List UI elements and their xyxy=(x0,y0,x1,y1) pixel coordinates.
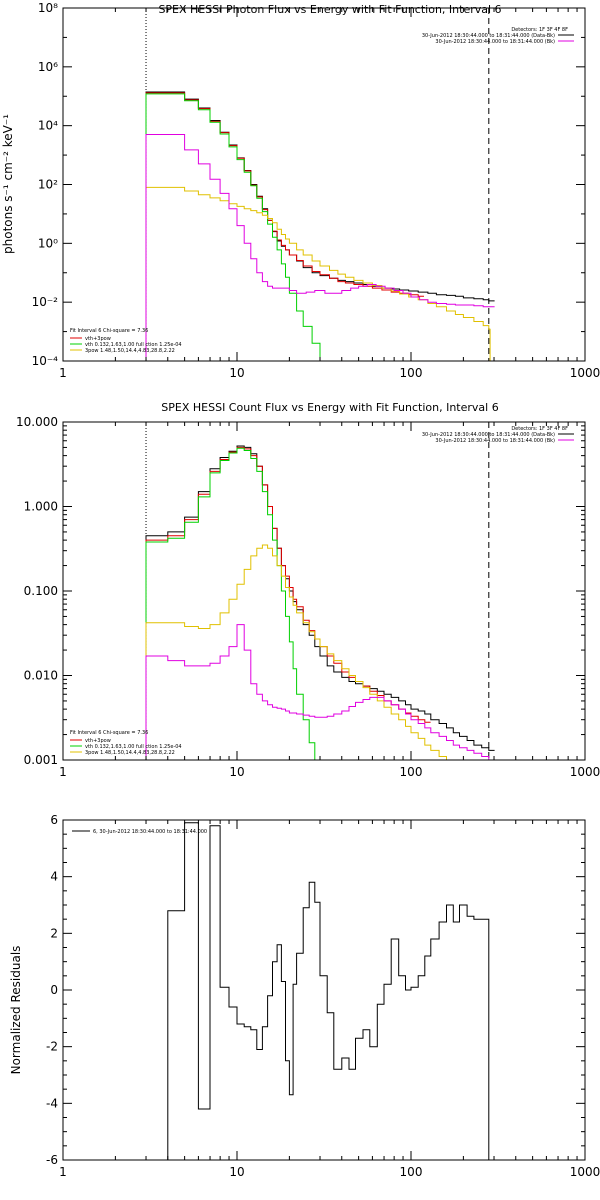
axis-ticks: 1 10 100 1000 0.001 0.010 0.100 1.000 10.000 xyxy=(16,415,600,779)
plot-frame xyxy=(62,819,586,1161)
y-tick-label: -6 xyxy=(46,1153,58,1167)
x-tick-label: 10 xyxy=(229,366,244,380)
series-layer xyxy=(145,422,495,761)
x-tick-label: 100 xyxy=(400,765,423,779)
legend-entry: 6, 30-Jun-2012 18:30:44.000 to 18:31:44.… xyxy=(93,829,207,835)
legend-header: Detectors: 1F 3F 4F 8F xyxy=(511,27,568,33)
axis-ticks: 1 10 100 1000 -6 -4 -2 0 2 4 6 xyxy=(46,813,600,1179)
y-tick-label: 6 xyxy=(50,813,58,827)
legend-header: Fit Interval 6 Chi-square = 7.36 xyxy=(70,730,148,736)
axis-ticks: 1 10 100 1000 10⁻⁴ 10⁻² 10⁰ 10² 10⁴ 10⁶ 10⁸ xyxy=(32,1,600,380)
y-tick-label: 0.001 xyxy=(24,753,58,767)
data-series xyxy=(145,92,424,361)
y-tick-label: 10⁰ xyxy=(38,236,58,250)
legend-top-left: 6, 30-Jun-2012 18:30:44.000 to 18:31:44.… xyxy=(72,829,207,835)
x-tick-label: 1 xyxy=(59,765,67,779)
y-tick-label: 10⁻² xyxy=(32,295,59,309)
chart-title: SPEX HESSI Photon Flux vs Energy with Fi… xyxy=(158,3,501,16)
series-layer xyxy=(145,8,496,362)
x-tick-label: 1000 xyxy=(570,1165,600,1179)
legend-entry: 30-Jun-2012 18:30:44.000 to 18:31:44.000… xyxy=(422,432,555,438)
legend-entry: 30-Jun-2012 18:30:44.000 to 18:31:44.000… xyxy=(422,33,555,39)
x-tick-label: 10 xyxy=(229,1165,244,1179)
x-tick-label: 1000 xyxy=(570,366,600,380)
legend-top-right: Detectors: 1F 3F 4F 8F 30-Jun-2012 18:30… xyxy=(422,27,574,45)
y-tick-label: 1.000 xyxy=(24,500,58,514)
legend-entry: vth 0.132,1.63,1.00 full ction 1.25e-04 xyxy=(85,342,182,348)
x-tick-label: 1 xyxy=(59,1165,67,1179)
x-tick-label: 10 xyxy=(229,765,244,779)
x-tick-label: 100 xyxy=(400,1165,423,1179)
legend-header: Fit Interval 6 Chi-square = 7.36 xyxy=(70,328,148,334)
legend-entry: 3pow 1.48,1.50,14.4,4.83,28.8,2.22 xyxy=(85,348,175,354)
data-series xyxy=(145,445,495,760)
y-tick-label: 0.010 xyxy=(24,669,58,683)
x-tick-label: 1000 xyxy=(570,765,600,779)
y-tick-label: 10⁶ xyxy=(38,60,58,74)
series-layer xyxy=(146,822,495,1161)
y-tick-label: 4 xyxy=(50,870,58,884)
data-series xyxy=(145,91,495,361)
y-tick-label: -4 xyxy=(46,1096,58,1110)
data-series xyxy=(145,186,496,362)
y-tick-label: 2 xyxy=(50,926,58,940)
y-axis-label: Normalized Residuals xyxy=(9,946,23,1075)
legend-entry: vth+3pow xyxy=(85,738,111,744)
data-series xyxy=(145,544,466,761)
y-tick-label: 10² xyxy=(38,178,58,192)
y-tick-label: 10⁻⁴ xyxy=(32,354,59,368)
count-flux-panel: SPEX HESSI Count Flux vs Energy with Fit… xyxy=(16,401,600,779)
legend-entry: 3pow 1.48,1.50,14.4,4.83,28.8,2.22 xyxy=(85,750,175,756)
plot-frame xyxy=(62,421,586,761)
y-axis-label: photons s⁻¹ cm⁻² keV⁻¹ xyxy=(1,114,15,254)
plot-frame xyxy=(62,7,586,362)
legend-bottom-left: Fit Interval 6 Chi-square = 7.36 vth+3po… xyxy=(70,328,182,354)
chart-title: SPEX HESSI Count Flux vs Energy with Fit… xyxy=(161,401,498,414)
y-tick-label: 10⁴ xyxy=(38,119,58,133)
x-tick-label: 1 xyxy=(59,366,67,380)
x-tick-label: 100 xyxy=(400,366,423,380)
data-series xyxy=(145,447,331,761)
y-tick-label: 10⁸ xyxy=(38,1,58,15)
legend-entry: 30-Jun-2012 18:30:44.000 to 18:31:44.000… xyxy=(435,39,555,45)
legend-entry: vth 0.132,1.63,1.00 full ction 1.25e-04 xyxy=(85,744,182,750)
y-tick-label: 10.000 xyxy=(16,415,58,429)
residuals-panel: Normalized Residuals 1 10 100 1000 -6 -4 -2 0 2 4… xyxy=(9,813,600,1179)
legend-bottom-left: Fit Interval 6 Chi-square = 7.36 vth+3po… xyxy=(70,730,182,756)
data-series xyxy=(145,446,431,760)
data-series xyxy=(145,624,495,761)
y-tick-label: 0 xyxy=(50,983,58,997)
legend-entry: vth+3pow xyxy=(85,336,111,342)
y-tick-label: -2 xyxy=(46,1040,58,1054)
y-tick-label: 0.100 xyxy=(24,584,58,598)
legend-top-right: Detectors: 1F 3F 4F 8F 30-Jun-2012 18:30… xyxy=(422,426,574,444)
data-series xyxy=(145,93,340,362)
legend-header: Detectors: 1F 3F 4F 8F xyxy=(511,426,568,432)
data-series xyxy=(146,822,495,1161)
data-series xyxy=(145,134,495,361)
legend-entry: 30-Jun-2012 18:30:44.000 to 18:31:44.000… xyxy=(435,438,555,444)
photon-flux-panel: SPEX HESSI Photon Flux vs Energy with Fi… xyxy=(1,1,600,380)
